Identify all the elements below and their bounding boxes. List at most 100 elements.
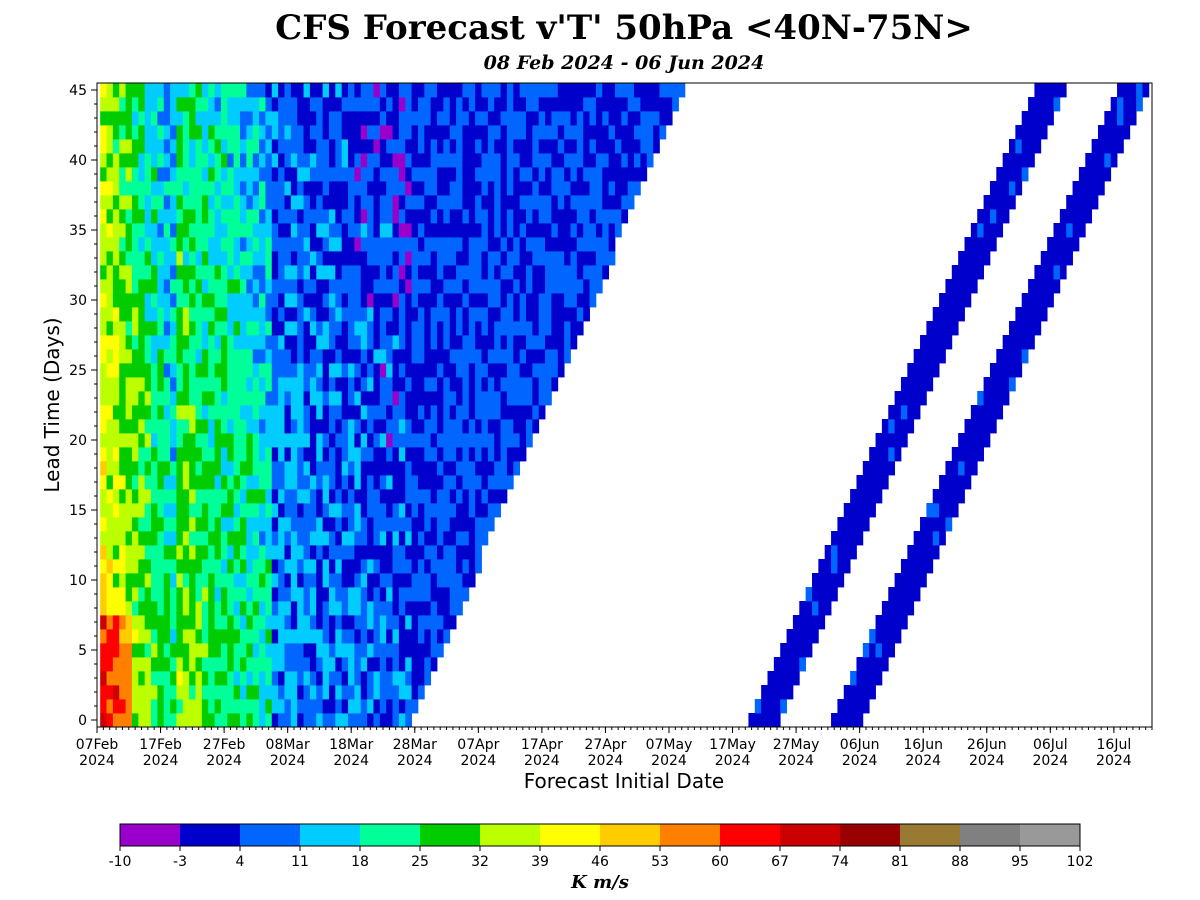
heatmap-cell: [335, 517, 343, 532]
heatmap-cell: [246, 489, 254, 504]
heatmap-cell: [475, 391, 482, 406]
heatmap-cell: [799, 643, 807, 658]
heatmap-cell: [335, 573, 343, 588]
heatmap-cell: [227, 377, 235, 392]
heatmap-cell: [322, 321, 330, 336]
heatmap-cell: [157, 321, 165, 336]
heatmap-cell: [309, 335, 317, 350]
heatmap-cell: [170, 405, 177, 420]
heatmap-cell: [462, 321, 470, 336]
heatmap-cell: [939, 503, 946, 518]
heatmap-cell: [335, 307, 343, 322]
heatmap-cell: [214, 335, 222, 350]
heatmap-cell: [157, 377, 165, 392]
heatmap-cell: [500, 307, 508, 322]
heatmap-cell: [322, 223, 330, 238]
heatmap-cell: [424, 447, 432, 462]
heatmap-cell: [328, 363, 336, 378]
heatmap-cell: [100, 531, 107, 546]
heatmap-cell: [151, 349, 158, 364]
heatmap-cell: [875, 461, 883, 476]
heatmap-cell: [309, 279, 317, 294]
heatmap-cell: [182, 559, 190, 574]
colorbar-tick-label: 88: [951, 854, 969, 870]
heatmap-cell: [487, 97, 495, 112]
colorbar-swatch: [540, 824, 601, 846]
y-tick-label: 35: [69, 223, 87, 239]
heatmap-cell: [367, 293, 374, 308]
heatmap-cell: [456, 489, 463, 504]
heatmap-cell: [996, 167, 1004, 182]
heatmap-cell: [214, 615, 222, 630]
heatmap-cell: [398, 713, 406, 728]
heatmap-cell: [532, 419, 540, 434]
heatmap-cell: [437, 587, 444, 602]
heatmap-cell: [259, 699, 266, 714]
heatmap-cell: [551, 83, 559, 98]
heatmap-cell: [112, 167, 120, 182]
heatmap-cell: [379, 671, 387, 686]
heatmap-cell: [220, 601, 228, 616]
heatmap-cell: [246, 517, 254, 532]
heatmap-cell: [1015, 139, 1023, 154]
heatmap-cell: [182, 391, 190, 406]
heatmap-cell: [100, 573, 107, 588]
heatmap-cell: [881, 447, 889, 462]
heatmap-cell: [545, 293, 552, 308]
heatmap-cell: [583, 181, 590, 196]
heatmap-cell: [354, 153, 362, 168]
heatmap-cell: [201, 601, 209, 616]
heatmap-cell: [214, 83, 222, 98]
heatmap-cell: [201, 321, 209, 336]
heatmap-cell: [386, 307, 393, 322]
heatmap-cell: [379, 699, 387, 714]
heatmap-cell: [379, 601, 387, 616]
heatmap-cell: [392, 321, 400, 336]
heatmap-cell: [869, 447, 876, 462]
heatmap-cell: [335, 111, 343, 126]
heatmap-cell: [875, 643, 883, 658]
heatmap-cell: [271, 377, 279, 392]
heatmap-cell: [373, 601, 381, 616]
heatmap-cell: [220, 251, 228, 266]
heatmap-cell: [119, 489, 126, 504]
heatmap-cell: [443, 363, 451, 378]
heatmap-cell: [862, 503, 870, 518]
heatmap-cell: [475, 475, 482, 490]
heatmap-cell: [297, 209, 304, 224]
heatmap-cell: [367, 615, 374, 630]
heatmap-cell: [163, 545, 171, 560]
heatmap-cell: [500, 433, 508, 448]
heatmap-cell: [240, 83, 247, 98]
heatmap-cell: [240, 601, 247, 616]
heatmap-cell: [583, 167, 590, 182]
heatmap-cell: [481, 335, 489, 350]
heatmap-cell: [271, 405, 279, 420]
heatmap-cell: [481, 391, 489, 406]
heatmap-cell: [475, 363, 482, 378]
heatmap-cell: [570, 97, 578, 112]
heatmap-cell: [392, 363, 400, 378]
heatmap-cell: [506, 377, 514, 392]
heatmap-cell: [246, 405, 254, 420]
heatmap-cell: [894, 615, 902, 630]
x-tick-label: 06Jun: [840, 737, 880, 753]
heatmap-cell: [271, 125, 279, 140]
heatmap-cell: [284, 559, 292, 574]
heatmap-cell: [119, 447, 126, 462]
heatmap-cell: [1015, 307, 1023, 322]
heatmap-cell: [354, 349, 362, 364]
heatmap-cell: [284, 97, 292, 112]
heatmap-cell: [151, 475, 158, 490]
heatmap-cell: [487, 279, 495, 294]
heatmap-cell: [138, 335, 146, 350]
heatmap-cell: [392, 587, 400, 602]
heatmap-cell: [316, 545, 324, 560]
heatmap-cell: [398, 587, 406, 602]
heatmap-cell: [449, 475, 457, 490]
heatmap-cell: [595, 139, 603, 154]
heatmap-cell: [379, 461, 387, 476]
heatmap-cell: [430, 489, 438, 504]
heatmap-cell: [983, 391, 991, 406]
heatmap-cell: [386, 251, 393, 266]
